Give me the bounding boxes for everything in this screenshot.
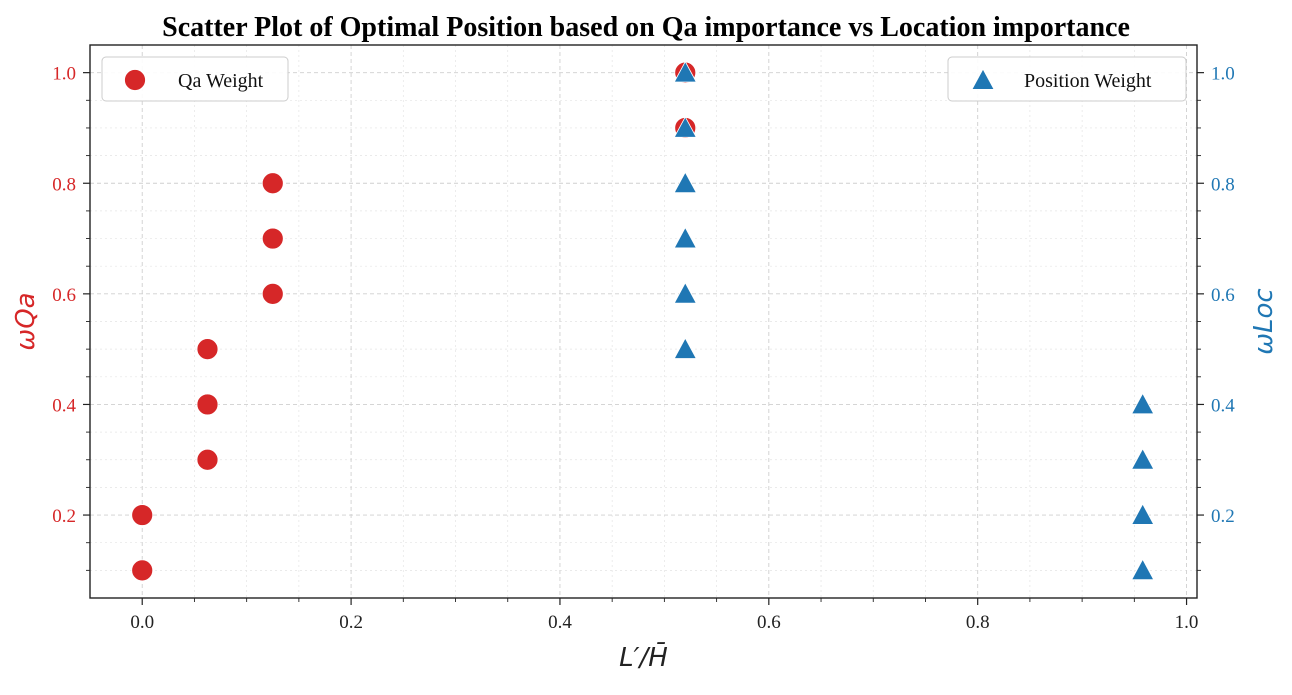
grid-layer <box>90 45 1197 598</box>
position-weight-point <box>1131 558 1155 581</box>
y-left-tick-label: 0.8 <box>52 174 76 195</box>
position-weight-point <box>673 282 697 304</box>
y-left-tick-label: 1.0 <box>52 64 76 85</box>
x-tick-label: 0.8 <box>966 612 990 633</box>
position-weight-point <box>1131 503 1155 525</box>
axes-layer: 0.0 0.2 0.4 0.6 0.8 1.0 0.2 0.4 0.6 0.8 1.0 0.2 0.4 0… <box>11 44 1279 673</box>
marks-layer <box>131 60 1155 582</box>
x-tick-label: 0.0 <box>130 612 154 633</box>
chart-title: Scatter Plot of Optimal Position based o… <box>162 12 1130 43</box>
qa-weight-point <box>196 448 219 471</box>
qa-weight-point <box>131 504 154 526</box>
legend-qa-weight-label: Qa Weight <box>178 70 264 92</box>
x-tick-label: 0.6 <box>757 612 781 633</box>
y-right-tick-label: 0.8 <box>1211 174 1235 195</box>
x-tick-label: 1.0 <box>1175 612 1199 633</box>
y-right-tick-label: 0.6 <box>1211 285 1235 306</box>
y-right-tick-label: 1.0 <box>1211 64 1235 85</box>
qa-weight-point <box>261 172 284 195</box>
legend-right-box <box>947 56 1187 102</box>
legend-left-box <box>101 56 289 102</box>
y-left-axis-label: ωQa <box>11 292 41 350</box>
position-weight-point <box>673 60 697 83</box>
legend-position-weight-label: Position Weight <box>1024 70 1152 92</box>
legend-layer: Qa Weight Position Weight <box>101 56 1187 102</box>
x-tick-label: 0.4 <box>548 612 572 633</box>
y-right-tick-label: 0.2 <box>1211 506 1235 527</box>
qa-weight-point <box>196 393 219 416</box>
y-left-tick-label: 0.4 <box>52 395 76 416</box>
x-tick-label: 0.2 <box>339 612 363 633</box>
y-left-tick-label: 0.6 <box>52 285 76 306</box>
y-right-tick-label: 0.4 <box>1211 395 1235 416</box>
position-weight-point <box>673 116 697 138</box>
qa-weight-point <box>261 282 284 305</box>
position-weight-point <box>1131 392 1155 415</box>
legend-position-weight-marker <box>971 68 995 90</box>
y-right-axis-label: ωLoc <box>1249 288 1279 354</box>
position-weight-point <box>673 226 697 249</box>
position-weight-point <box>1131 447 1155 470</box>
y-left-tick-label: 0.2 <box>52 506 76 527</box>
qa-weight-point <box>131 559 154 582</box>
position-weight-point <box>673 171 697 194</box>
legend-qa-weight-marker <box>124 69 146 91</box>
qa-weight-point <box>261 227 284 250</box>
qa-weight-point <box>196 338 219 361</box>
position-weight-point <box>673 337 697 359</box>
x-axis-label: L′/H̄ <box>619 641 668 673</box>
